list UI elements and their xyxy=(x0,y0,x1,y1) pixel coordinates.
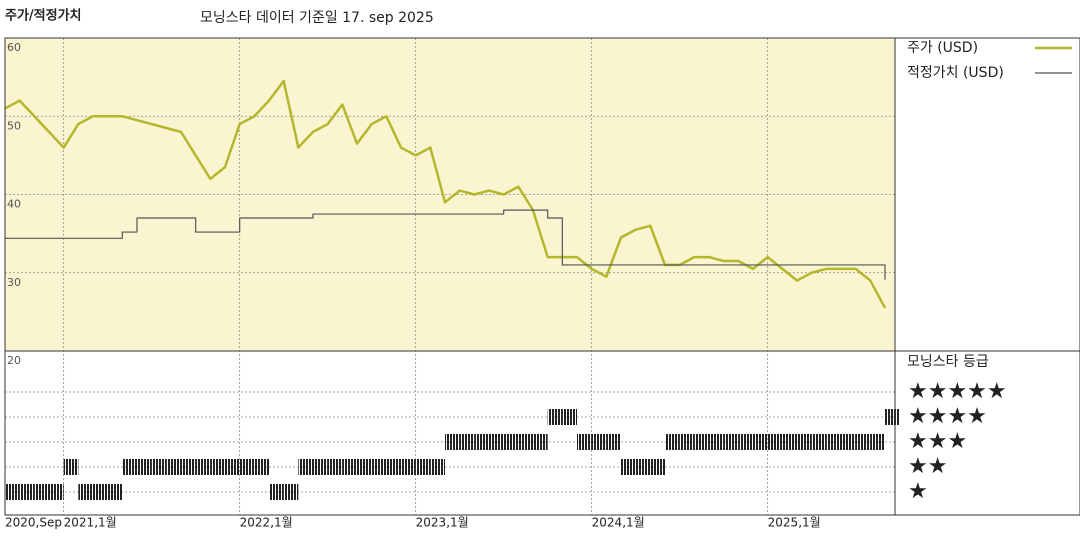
y-tick-label: 30 xyxy=(7,276,21,289)
rating-bar xyxy=(34,484,49,500)
rating-bar xyxy=(269,484,284,500)
rating-bar xyxy=(841,434,856,450)
rating-bar xyxy=(826,434,841,450)
chart-title: 주가/적정가치 xyxy=(5,8,82,24)
x-tick-label: 2021,1월 xyxy=(64,516,117,530)
rating-bar xyxy=(650,459,665,475)
rating-bar xyxy=(78,484,93,500)
rating-bar xyxy=(635,459,651,475)
series-line xyxy=(4,79,887,309)
rating-bar xyxy=(474,434,489,450)
rating-bar xyxy=(210,459,225,475)
rating-bar xyxy=(811,434,827,450)
rating-bar xyxy=(49,484,64,500)
y-tick-label: 40 xyxy=(7,198,21,211)
rating-bar xyxy=(298,459,313,475)
rating-bar xyxy=(5,484,20,500)
rating-bar xyxy=(166,459,181,475)
rating-bar xyxy=(93,484,108,500)
rating-bar xyxy=(254,459,269,475)
rating-bar xyxy=(738,434,753,450)
rating-bar xyxy=(679,434,695,450)
y-tick-label: 50 xyxy=(7,119,21,132)
chart-subtitle: 모닝스타 데이터 기준일 17. sep 2025 xyxy=(200,10,434,26)
rating-bar xyxy=(225,459,240,475)
rating-bar xyxy=(137,459,152,475)
rating-bar xyxy=(283,484,299,500)
rating-legend-label: ★★★★★ xyxy=(908,379,1007,404)
rating-bar xyxy=(577,434,592,450)
rating-bar xyxy=(870,434,885,450)
rating-legend-label: ★★ xyxy=(908,454,947,479)
rating-bar xyxy=(195,459,211,475)
rating-bar xyxy=(547,409,563,425)
marks xyxy=(4,79,900,500)
rating-bar xyxy=(533,434,548,450)
series-line xyxy=(5,209,886,280)
rating-bar xyxy=(562,409,577,425)
y-tick-label: 20 xyxy=(7,354,21,367)
rating-bar xyxy=(621,459,636,475)
rating-bar xyxy=(401,459,416,475)
rating-legend-label: ★★★★ xyxy=(908,404,987,429)
rating-bar xyxy=(489,434,504,450)
rating-legend-label: ★ xyxy=(908,479,928,504)
rating-legend-label: ★★★ xyxy=(908,429,967,454)
x-tick-label: 2024,1월 xyxy=(592,516,645,530)
x-tick-label: 2023,1월 xyxy=(416,516,469,530)
rating-bar xyxy=(371,459,387,475)
rating-bar xyxy=(797,434,812,450)
rating-bar xyxy=(239,459,255,475)
rating-bar xyxy=(518,434,533,450)
rating-bar xyxy=(723,434,739,450)
rating-bar xyxy=(19,484,35,500)
rating-bar xyxy=(313,459,328,475)
rating-bar xyxy=(151,459,167,475)
legend-label: 적정가치 (USD) xyxy=(907,65,1004,81)
rating-bar xyxy=(415,459,431,475)
y-tick-label: 60 xyxy=(7,41,21,54)
rating-bar xyxy=(885,409,900,425)
rating-bar xyxy=(342,459,357,475)
rating-bar xyxy=(357,459,372,475)
rating-bar xyxy=(606,434,621,450)
rating-bar xyxy=(709,434,724,450)
rating-bar xyxy=(386,459,401,475)
rating-bar xyxy=(430,459,445,475)
rating-bar xyxy=(665,434,680,450)
rating-bar xyxy=(327,459,343,475)
rating-bar xyxy=(459,434,475,450)
rating-bar xyxy=(63,459,79,475)
rating-legend-title: 모닝스타 등급 xyxy=(907,354,989,370)
rating-bar xyxy=(445,434,460,450)
rating-bar xyxy=(694,434,709,450)
rating-bar xyxy=(855,434,871,450)
rating-bar xyxy=(122,459,137,475)
rating-bar xyxy=(107,484,123,500)
x-tick-label: 2025,1월 xyxy=(768,516,821,530)
rating-bar xyxy=(591,434,607,450)
rating-bar xyxy=(767,434,783,450)
rating-bar xyxy=(181,459,196,475)
rating-bar xyxy=(753,434,768,450)
rating-bar xyxy=(782,434,797,450)
x-tick-label: 2022,1월 xyxy=(240,516,293,530)
rating-bar xyxy=(503,434,519,450)
x-tick-label: 2020,Sep xyxy=(5,516,62,530)
legend-label: 주가 (USD) xyxy=(907,40,978,56)
frame xyxy=(4,37,1080,516)
